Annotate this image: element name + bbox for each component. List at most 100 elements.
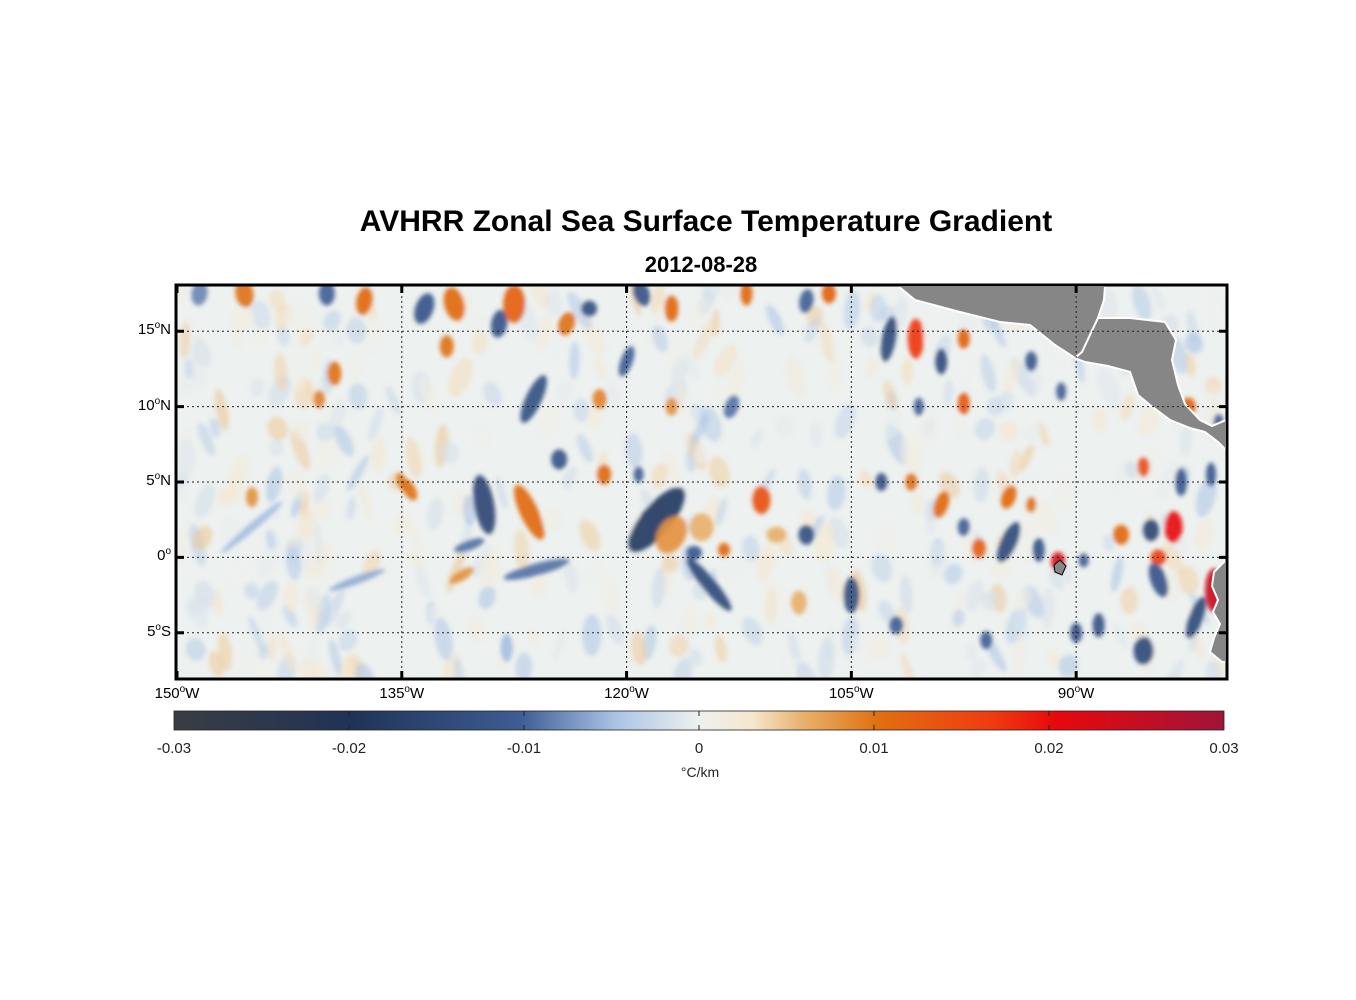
- texture-blob: [285, 540, 302, 581]
- texture-blob: [185, 638, 206, 661]
- texture-blob: [347, 353, 364, 379]
- cool-gradient-feature: [414, 293, 435, 324]
- gradient-features: [177, 286, 1226, 678]
- texture-blob: [371, 436, 386, 473]
- texture-blob: [184, 359, 194, 379]
- texture-blob: [527, 628, 540, 646]
- texture-blob: [1178, 566, 1199, 595]
- texture-blob: [289, 469, 306, 503]
- cool-gradient-feature: [996, 522, 1021, 563]
- texture-blob: [725, 564, 739, 584]
- texture-blob: [269, 289, 285, 312]
- texture-blob: [291, 419, 311, 441]
- texture-blob: [625, 433, 643, 469]
- texture-blob: [315, 593, 331, 635]
- texture-blob: [217, 633, 233, 672]
- latitude-label: 0o: [157, 546, 171, 565]
- texture-blob: [334, 425, 354, 457]
- cool-gradient-feature: [1025, 351, 1038, 372]
- cool-gradient-feature: [503, 558, 570, 580]
- texture-blob: [1114, 459, 1126, 495]
- texture-blob: [479, 547, 501, 589]
- longitude-label: 90oW: [1057, 684, 1095, 702]
- texture-blob: [586, 408, 604, 428]
- map-title: AVHRR Zonal Sea Surface Temperature Grad…: [359, 205, 1053, 238]
- texture-blob: [562, 466, 577, 489]
- texture-blob: [708, 456, 730, 488]
- texture-blob: [410, 526, 423, 553]
- texture-blob: [1124, 461, 1139, 479]
- texture-blob: [256, 580, 278, 611]
- land-central-america: [896, 286, 1226, 663]
- texture-blob: [692, 320, 714, 360]
- texture-blob: [606, 380, 620, 406]
- texture-blob: [418, 376, 439, 414]
- cool-gradient-feature: [1148, 562, 1169, 598]
- cool-gradient-feature: [490, 309, 508, 338]
- texture-blob: [328, 639, 342, 676]
- cool-gradient-feature: [551, 449, 568, 470]
- colorbar-tick-label: -0.02: [331, 740, 367, 757]
- cool-gradient-feature: [628, 487, 685, 552]
- texture-blob: [1113, 624, 1130, 650]
- graticule: [177, 286, 1226, 678]
- cool-gradient-feature: [1092, 613, 1105, 638]
- texture-blob: [209, 418, 221, 437]
- texture-blob: [177, 528, 192, 546]
- texture-blob: [1165, 566, 1180, 604]
- cool-gradient-feature: [454, 538, 485, 553]
- texture-blob: [652, 325, 668, 353]
- texture-blob: [1025, 503, 1047, 541]
- colorbar-tick-label: -0.03: [156, 740, 192, 757]
- texture-blob: [393, 512, 412, 535]
- texture-blob: [714, 635, 727, 663]
- cool-gradient-feature: [686, 545, 703, 560]
- warm-gradient-feature: [597, 464, 612, 485]
- warm-gradient-feature: [1113, 524, 1130, 545]
- texture-blob: [882, 380, 898, 410]
- texture-blob: [956, 351, 973, 392]
- cool-gradient-feature: [1175, 468, 1188, 496]
- texture-blob: [258, 538, 281, 579]
- texture-blob: [569, 341, 580, 380]
- texture-blob: [918, 411, 938, 447]
- texture-blob: [673, 658, 693, 678]
- texture-blob: [177, 543, 186, 566]
- texture-blob: [1195, 476, 1217, 518]
- warm-gradient-feature: [740, 286, 753, 306]
- texture-blob: [284, 296, 301, 333]
- texture-blob: [829, 359, 842, 391]
- texture-blob: [338, 629, 357, 652]
- texture-blob: [308, 606, 319, 630]
- texture-blob: [669, 634, 689, 657]
- texture-blob: [651, 567, 666, 609]
- texture-blob: [177, 438, 196, 479]
- texture-blob: [920, 327, 936, 344]
- texture-blob: [785, 356, 806, 399]
- texture-blob: [858, 470, 873, 488]
- texture-blob: [1009, 449, 1022, 479]
- texture-blob: [602, 572, 618, 615]
- texture-blob: [439, 441, 459, 464]
- texture-blob: [605, 614, 624, 645]
- cool-gradient-feature: [221, 501, 283, 554]
- texture-blob: [765, 588, 778, 625]
- warm-gradient-feature: [1137, 456, 1150, 477]
- texture-blob: [194, 483, 215, 519]
- texture-blob: [553, 332, 569, 373]
- warm-gradient-feature: [439, 335, 454, 358]
- texture-blob: [804, 316, 820, 343]
- texture-blob: [539, 399, 559, 441]
- texture-blob: [249, 378, 265, 397]
- texture-blob: [654, 306, 664, 323]
- texture-blob: [750, 429, 763, 448]
- texture-blob: [818, 638, 834, 678]
- texture-blob: [357, 478, 372, 520]
- warm-gradient-feature: [401, 478, 418, 501]
- cool-gradient-feature: [1206, 462, 1217, 487]
- texture-blob: [860, 327, 879, 348]
- warm-gradient-feature: [689, 513, 714, 542]
- texture-blob: [1120, 587, 1138, 615]
- texture-blob: [434, 617, 453, 661]
